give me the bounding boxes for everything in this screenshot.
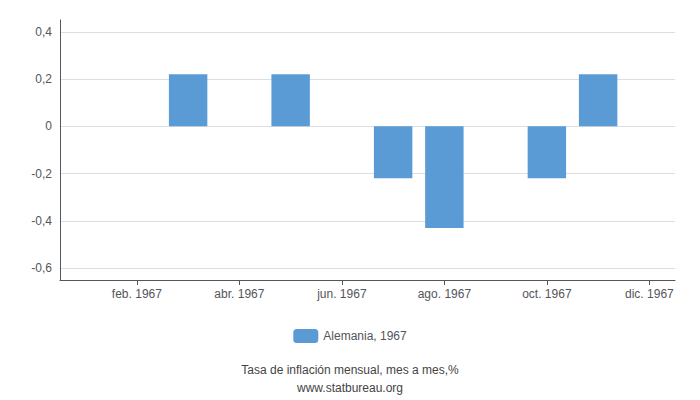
svg-text:www.statbureau.org: www.statbureau.org [296, 381, 403, 395]
svg-text:Tasa de inflación mensual, mes: Tasa de inflación mensual, mes a mes,% [241, 363, 459, 377]
svg-text:dic. 1967: dic. 1967 [625, 287, 674, 301]
svg-text:-0,4: -0,4 [31, 214, 52, 228]
svg-text:feb. 1967: feb. 1967 [112, 287, 162, 301]
svg-text:-0,6: -0,6 [31, 261, 52, 275]
svg-text:0,4: 0,4 [35, 25, 52, 39]
svg-text:0: 0 [45, 119, 52, 133]
svg-text:0,2: 0,2 [35, 72, 52, 86]
svg-text:oct. 1967: oct. 1967 [522, 287, 572, 301]
svg-text:ago. 1967: ago. 1967 [418, 287, 472, 301]
svg-text:-0,2: -0,2 [31, 167, 52, 181]
svg-text:jun. 1967: jun. 1967 [316, 287, 367, 301]
svg-text:abr. 1967: abr. 1967 [214, 287, 264, 301]
svg-text:Alemania, 1967: Alemania, 1967 [323, 329, 407, 343]
